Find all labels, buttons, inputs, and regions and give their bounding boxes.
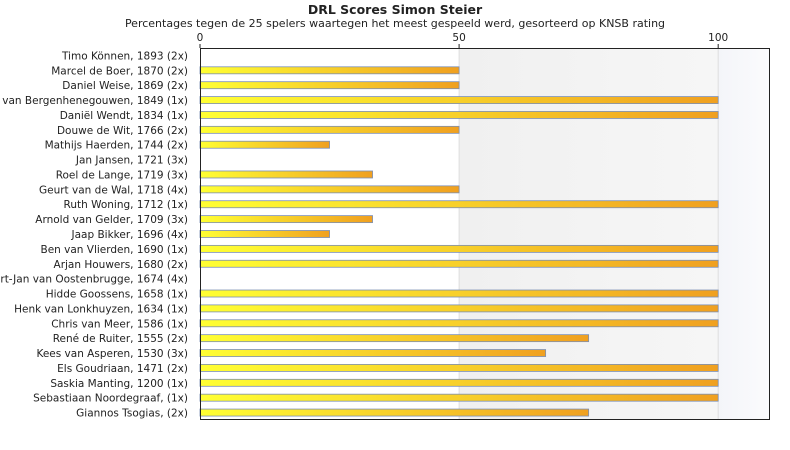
bar-15 <box>199 259 719 268</box>
category-label: Giannos Tsogias, (2x) <box>76 408 188 420</box>
bar-14 <box>199 244 719 253</box>
category-label: Els Goudriaan, 1471 (2x) <box>57 363 188 375</box>
bar-24 <box>199 393 719 402</box>
bars <box>199 66 719 417</box>
bar-10 <box>199 185 460 194</box>
bar-22 <box>199 364 719 372</box>
category-label: Daan van Bergenhenegouwen, 1849 (1x) <box>0 95 188 107</box>
category-label: Daniel Weise, 1869 (2x) <box>62 80 188 92</box>
category-label: Henk van Lonkhuyzen, 1634 (1x) <box>14 303 188 315</box>
bar-20 <box>199 334 590 343</box>
bar-2 <box>199 66 460 75</box>
bar-5 <box>199 111 719 119</box>
x-tick-label: 50 <box>452 32 465 44</box>
x-tick-label: 0 <box>197 32 204 44</box>
plot-frame <box>200 48 770 420</box>
bar-4 <box>199 96 719 104</box>
category-label: Douwe de Wit, 1766 (2x) <box>57 125 188 137</box>
category-label: Kees van Asperen, 1530 (3x) <box>36 348 188 360</box>
category-label: Marcel de Boer, 1870 (2x) <box>51 65 188 77</box>
bar-9 <box>199 170 373 179</box>
category-label: Sebastiaan Noordegraaf, (1x) <box>33 393 188 405</box>
bar-13 <box>199 230 330 238</box>
category-label: Chris van Meer, 1586 (1x) <box>51 318 188 330</box>
gridlines <box>458 48 719 420</box>
band-50-100 <box>459 48 719 420</box>
y-axis-categories: Timo Können, 1893 (2x) Marcel de Boer, 18… <box>0 50 188 419</box>
bar-19 <box>199 319 719 328</box>
bar-6 <box>199 125 460 134</box>
category-label: Timo Können, 1893 (2x) <box>61 50 188 62</box>
bar-17 <box>199 289 719 298</box>
category-label: Gert-Jan van Oostenbrugge, 1674 (4x) <box>0 274 188 286</box>
bar-21 <box>199 349 547 357</box>
category-label: Ben van Vlierden, 1690 (1x) <box>40 244 188 256</box>
bar-3 <box>199 81 460 90</box>
category-label: Roel de Lange, 1719 (3x) <box>56 169 188 181</box>
category-label: Arnold van Gelder, 1709 (3x) <box>35 214 188 226</box>
bar-18 <box>199 304 719 313</box>
category-label: Mathijs Haerden, 1744 (2x) <box>45 140 188 152</box>
chart-subtitle: Percentages tegen de 25 spelers waartege… <box>124 17 666 30</box>
category-label: René de Ruiter, 1555 (2x) <box>53 333 188 345</box>
category-label: Geurt van de Wal, 1718 (4x) <box>39 184 188 196</box>
category-label: Saskia Manting, 1200 (1x) <box>50 378 188 390</box>
chart-title: DRL Scores Simon Steier <box>307 2 483 17</box>
bar-11 <box>199 200 719 209</box>
bar-7 <box>199 140 330 149</box>
category-label: Hidde Goossens, 1658 (1x) <box>46 289 188 301</box>
category-label: Jan Jansen, 1721 (3x) <box>75 155 188 167</box>
band-100-max <box>718 48 770 420</box>
category-label: Jaap Bikker, 1696 (4x) <box>71 229 188 241</box>
x-tick-label: 100 <box>708 32 728 44</box>
category-label: Daniël Wendt, 1834 (1x) <box>60 110 188 122</box>
category-label: Arjan Houwers, 1680 (2x) <box>54 259 188 271</box>
bar-12 <box>199 215 373 224</box>
x-axis-ticks: 0 50 100 <box>197 32 728 48</box>
plot-background <box>200 48 770 420</box>
bar-23 <box>199 378 719 387</box>
bar-25 <box>199 408 590 417</box>
category-label: Ruth Woning, 1712 (1x) <box>64 199 189 211</box>
